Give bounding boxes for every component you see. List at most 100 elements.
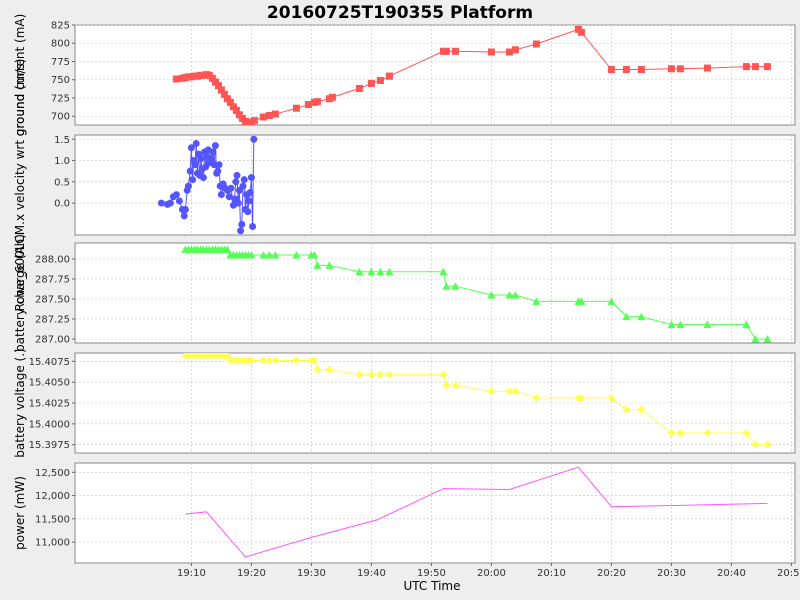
y-tick-label: 1.5 — [54, 135, 70, 146]
data-point — [622, 66, 630, 74]
data-point — [367, 370, 376, 379]
data-point — [247, 174, 255, 182]
data-point — [667, 429, 676, 437]
data-point — [763, 335, 772, 343]
data-point — [442, 381, 451, 390]
data-point — [292, 356, 301, 365]
data-point — [355, 370, 364, 379]
data-point — [210, 161, 218, 169]
data-point — [676, 429, 685, 437]
y-tick-label: 287.00 — [35, 335, 70, 346]
data-point — [247, 251, 256, 259]
data-point — [376, 267, 385, 276]
data-point — [244, 208, 252, 216]
data-point — [763, 440, 772, 449]
y-axis-label: Rowe_600LCM.x velocity wrt ground (m/s) — [13, 59, 27, 312]
y-tick-label: 825 — [51, 21, 70, 32]
y-tick-label: 288.00 — [35, 255, 70, 266]
data-point — [376, 76, 384, 84]
panel-2: 0.0 0.5 1.0 1.5 Rowe_600LCM.x velocity wrt g… — [13, 59, 796, 312]
data-point — [676, 65, 684, 73]
y-tick-label: 15.4050 — [29, 378, 70, 389]
data-point — [487, 291, 496, 299]
data-point — [487, 387, 496, 396]
data-point — [622, 312, 631, 321]
series-2 — [157, 135, 258, 235]
data-point — [310, 251, 319, 259]
data-point — [217, 86, 225, 94]
y-tick-label: 287.50 — [35, 295, 70, 306]
data-point — [246, 188, 254, 196]
y-tick-label: 750 — [51, 75, 70, 86]
x-tick-label: 20:30 — [657, 568, 686, 579]
data-point — [325, 365, 334, 374]
x-tick-label: 19:50 — [417, 568, 446, 579]
x-axis-label: UTC Time — [404, 579, 461, 593]
data-point — [189, 176, 197, 184]
data-point — [313, 365, 322, 374]
data-point — [259, 356, 268, 365]
data-point — [355, 85, 363, 93]
y-axis-label: battery charge (Ah) — [13, 234, 27, 352]
data-point — [505, 387, 514, 396]
data-point — [313, 98, 321, 106]
data-point — [442, 47, 450, 55]
data-point — [439, 370, 448, 379]
data-point — [220, 90, 228, 98]
data-point — [310, 356, 319, 365]
data-point — [511, 46, 519, 54]
data-point — [232, 106, 240, 114]
y-tick-label: 800 — [51, 39, 70, 50]
y-axis-label: power (mW) — [13, 476, 27, 550]
data-point — [239, 182, 247, 190]
data-point — [265, 356, 274, 365]
data-point — [238, 220, 246, 228]
data-point — [703, 320, 712, 329]
data-point — [245, 197, 253, 205]
data-point — [172, 75, 180, 83]
data-point — [451, 47, 459, 55]
y-axis-label: ground current (mA) — [13, 14, 27, 137]
plot-area — [74, 462, 796, 564]
data-point — [186, 167, 194, 175]
data-point — [187, 144, 195, 152]
data-point — [292, 104, 300, 112]
data-point — [577, 297, 586, 305]
data-point — [259, 251, 268, 259]
data-point — [184, 182, 192, 190]
data-point — [250, 117, 258, 125]
y-tick-label: 11,000 — [35, 538, 70, 549]
y-tick-label: 15.3975 — [29, 440, 70, 451]
data-point — [367, 267, 376, 276]
data-point — [385, 267, 394, 276]
panel-1: 700 725 750 775 800 825 ground current (mA) — [13, 14, 796, 137]
y-tick-label: 287.75 — [35, 275, 70, 286]
data-point — [211, 142, 219, 150]
x-tick-label: 20:00 — [477, 568, 506, 579]
data-point — [265, 112, 273, 120]
panel-5: 11,000 11,500 12,000 12,500 power (mW) — [13, 462, 796, 564]
data-point — [226, 98, 234, 106]
data-point — [237, 227, 245, 235]
y-tick-label: 0.0 — [54, 199, 70, 210]
data-point — [181, 205, 189, 213]
x-tick-label: 19:40 — [357, 568, 386, 579]
data-point — [172, 191, 180, 199]
data-point — [511, 387, 520, 396]
data-point — [751, 63, 759, 71]
y-tick-label: 1.0 — [54, 156, 70, 167]
data-point — [442, 282, 451, 290]
data-point — [385, 370, 394, 379]
data-point — [191, 161, 199, 169]
data-point — [355, 267, 364, 276]
y-tick-label: 15.4075 — [29, 357, 70, 368]
data-point — [234, 199, 242, 207]
chart-title: 20160725T190355 Platform — [267, 3, 533, 23]
data-point — [313, 261, 322, 269]
data-point — [247, 356, 256, 365]
data-point — [667, 65, 675, 73]
y-tick-label: 11,500 — [35, 514, 70, 525]
data-point — [385, 72, 393, 80]
